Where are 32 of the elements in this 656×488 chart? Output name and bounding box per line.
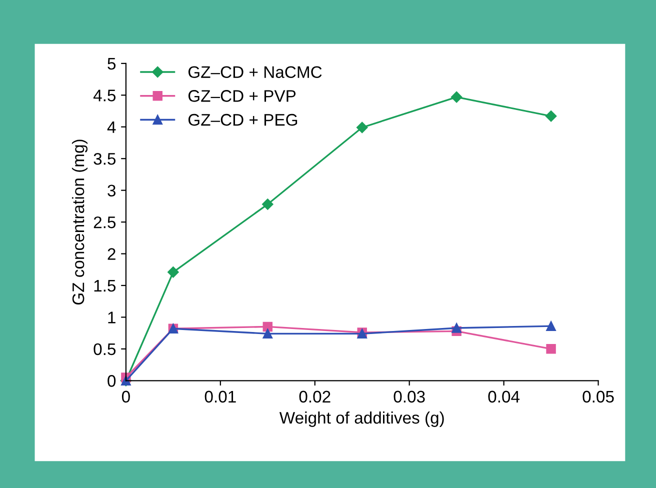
x-tick-label: 0.02 — [299, 390, 330, 403]
legend-label: GZ–CD + PVP — [188, 90, 296, 102]
point — [452, 323, 462, 333]
y-tick-label: 0.5 — [94, 343, 116, 356]
y-tick-label: 4.5 — [93, 90, 116, 102]
y-tick-label: 4 — [107, 121, 116, 133]
point — [546, 344, 556, 354]
y-tick-label: 5 — [108, 58, 116, 70]
point — [450, 91, 462, 103]
point — [262, 328, 273, 339]
x-tick-label: 0 — [122, 390, 130, 403]
y-axis-title: GZ concentration (mg) — [72, 140, 88, 305]
point — [262, 198, 274, 210]
x-tick-label: 0.03 — [394, 390, 425, 403]
legend-label: GZ–CD + NaCMC — [188, 66, 322, 78]
point — [545, 110, 557, 122]
y-tick-label: 1.5 — [94, 280, 116, 292]
point — [546, 321, 556, 331]
y-tick-label: 0 — [108, 375, 116, 387]
x-tick-label: 0.04 — [488, 390, 520, 403]
x-tick-label: 0.01 — [204, 390, 236, 403]
y-tick-label: 1 — [108, 312, 116, 324]
point — [356, 122, 368, 134]
y-tick-label: 2 — [108, 248, 116, 260]
x-tick-label: 0.05 — [582, 390, 614, 403]
point — [262, 322, 273, 332]
x-axis-title: Weight of additives (g) — [279, 411, 444, 427]
legend-label: GZ–CD + PEG — [188, 114, 298, 126]
point — [168, 266, 179, 278]
y-tick-label: 3 — [108, 184, 116, 197]
y-tick-label: 3.5 — [94, 153, 116, 165]
y-tick-label: 2.5 — [94, 216, 116, 228]
